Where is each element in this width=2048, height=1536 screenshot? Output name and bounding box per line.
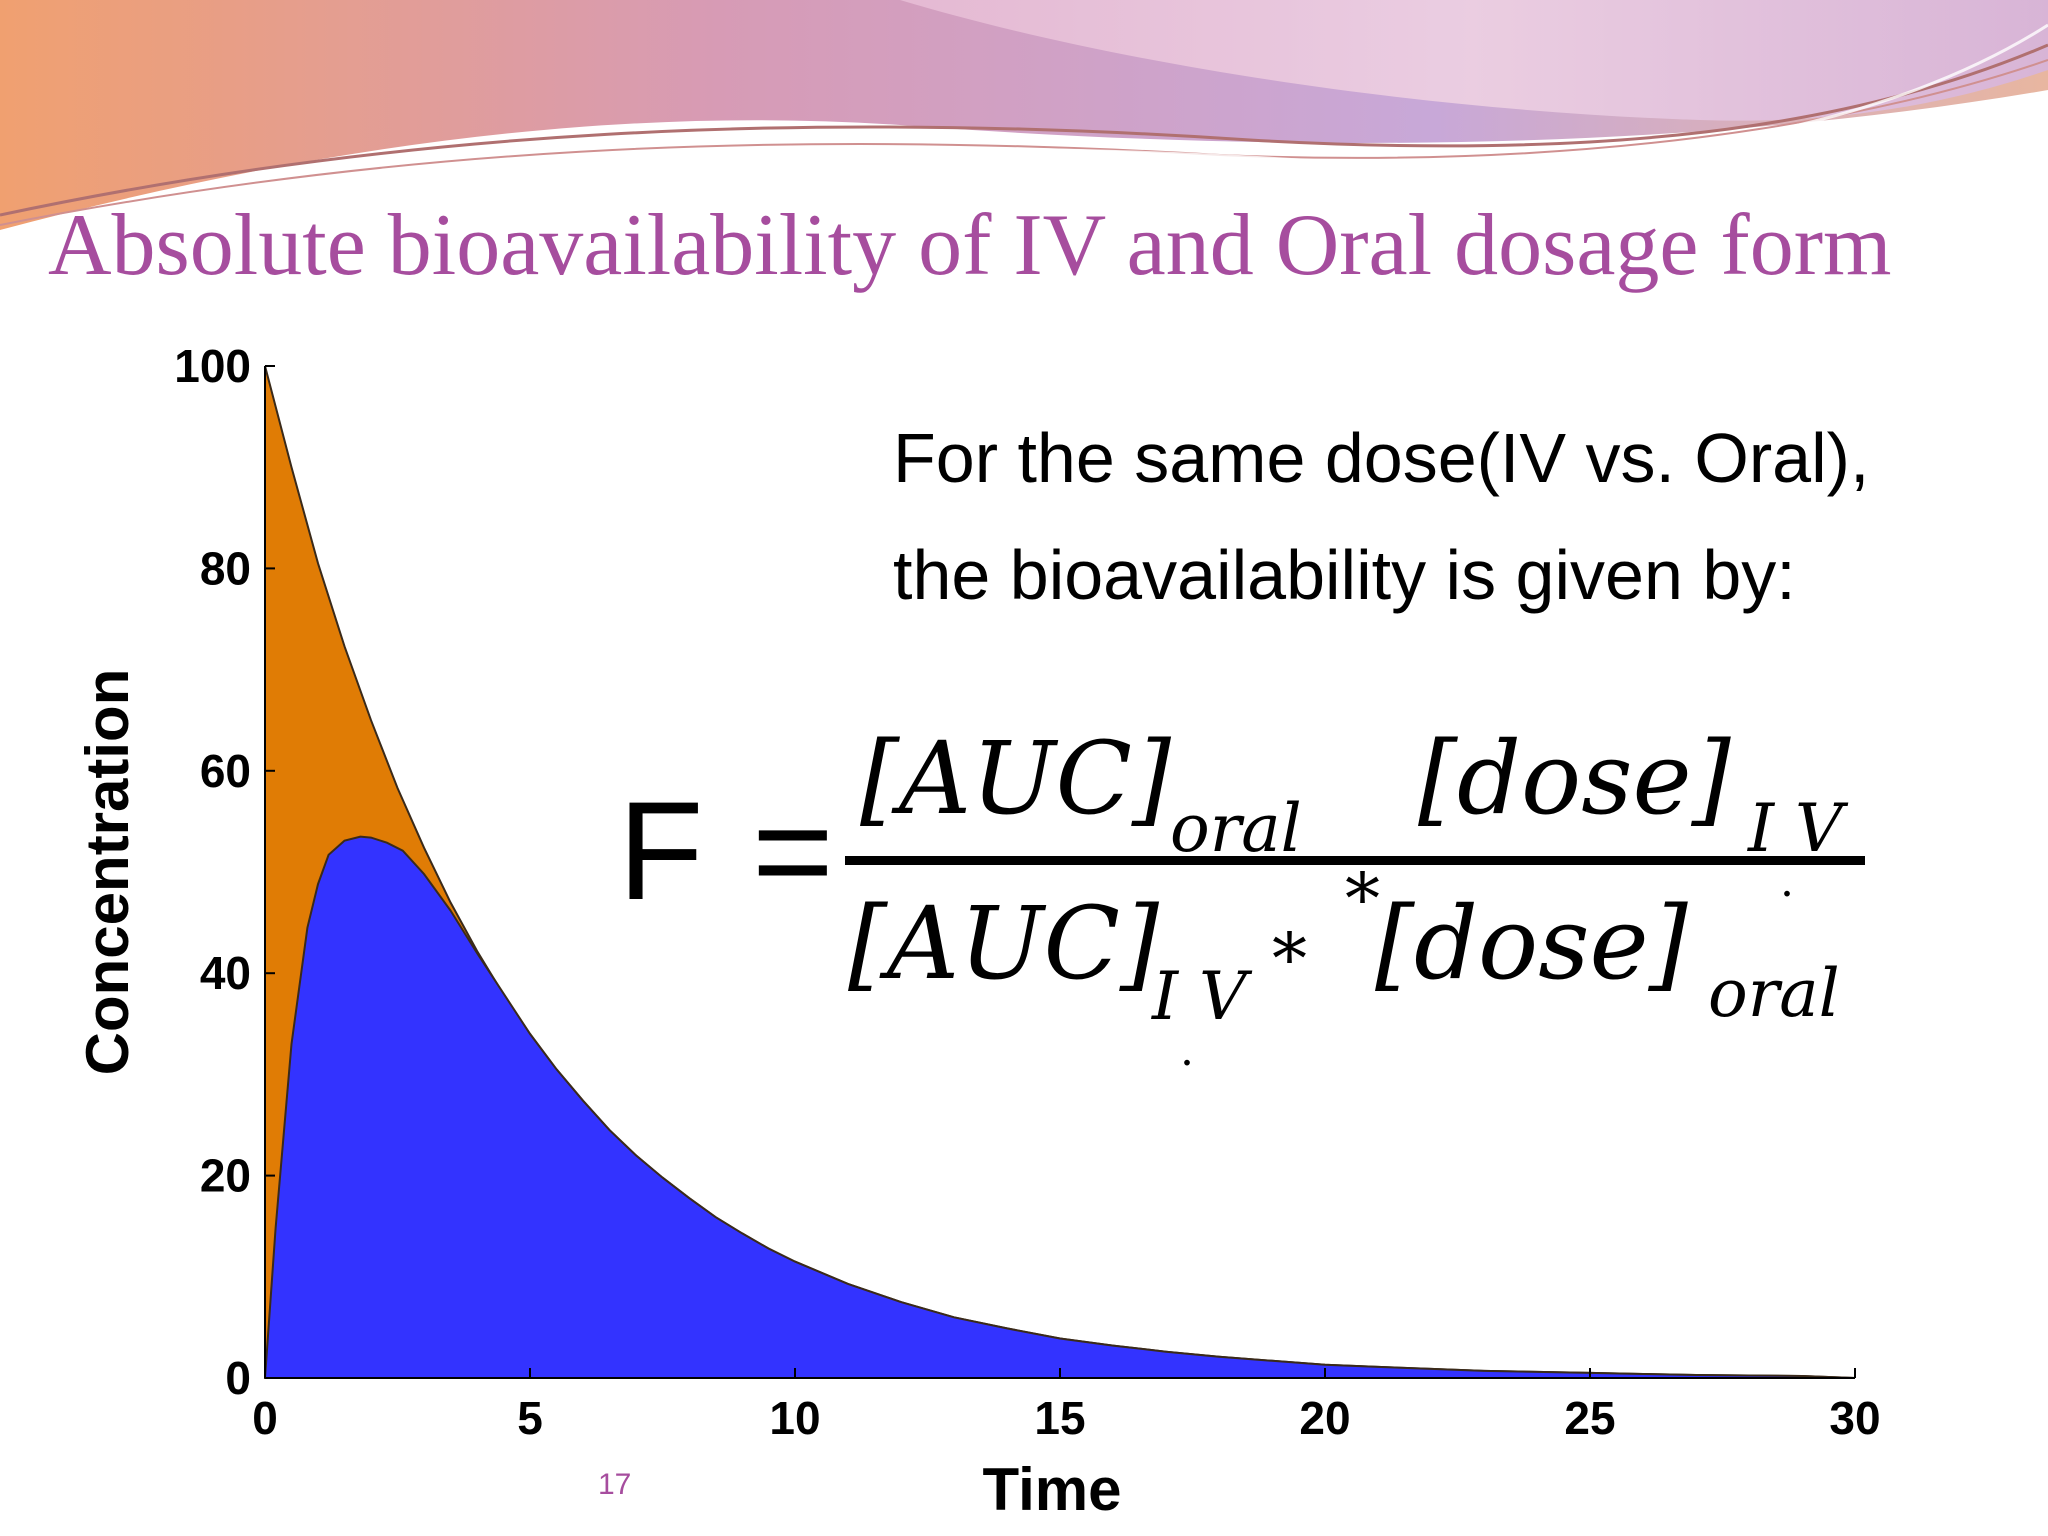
decorative-banner	[0, 0, 2048, 240]
x-tick-label: 0	[252, 1392, 278, 1444]
x-tick-label: 20	[1299, 1392, 1350, 1444]
x-ticks: 0 5 10 15 20 25 30	[252, 1368, 1881, 1444]
page-number: 17	[598, 1468, 632, 1501]
y-tick-label: 80	[200, 542, 251, 594]
denominator-auc-subscript: I V	[1152, 958, 1247, 1035]
x-axis-title: Time	[983, 1456, 1122, 1523]
formula-equals-sign: =	[752, 772, 834, 929]
denominator-dose: [dose]	[1375, 885, 1688, 1002]
y-axis-title: Concentration	[74, 669, 141, 1076]
numerator-auc-subscript: oral	[1170, 790, 1302, 867]
x-tick-label: 30	[1829, 1392, 1880, 1444]
y-tick-label: 0	[225, 1352, 251, 1404]
numerator-dose: [dose]	[1418, 720, 1731, 837]
denominator-subscript-dot: .	[1180, 1025, 1194, 1076]
numerator-auc: [AUC]	[860, 720, 1172, 837]
area-series-oral	[263, 835, 1856, 1379]
x-tick-label: 25	[1564, 1392, 1615, 1444]
x-tick-label: 5	[517, 1392, 543, 1444]
formula-f-symbol: F	[618, 772, 704, 929]
numerator-subscript-dot: .	[1780, 856, 1794, 907]
denominator-multiply-sign: *	[1272, 918, 1307, 1000]
y-tick-label: 20	[200, 1150, 251, 1202]
y-ticks: 0 20 40 60 80 100	[174, 340, 275, 1404]
description-line-2: the bioavailability is given by:	[893, 536, 1796, 614]
plot-areas	[263, 365, 1856, 1379]
slide-title: Absolute bioavailability of IV and Oral …	[48, 197, 1892, 294]
denominator-dose-subscript: oral	[1708, 955, 1840, 1032]
description-line-1: For the same dose(IV vs. Oral),	[893, 419, 1870, 497]
y-tick-label: 60	[200, 745, 251, 797]
denominator-auc: [AUC]	[848, 885, 1160, 1002]
numerator-dose-subscript: I V	[1748, 790, 1843, 867]
y-tick-label: 40	[200, 947, 251, 999]
x-tick-label: 10	[769, 1392, 820, 1444]
fraction-bar	[845, 856, 1865, 865]
y-tick-label: 100	[174, 340, 251, 392]
x-tick-label: 15	[1034, 1392, 1085, 1444]
multiply-sign-between: *	[1345, 858, 1380, 940]
